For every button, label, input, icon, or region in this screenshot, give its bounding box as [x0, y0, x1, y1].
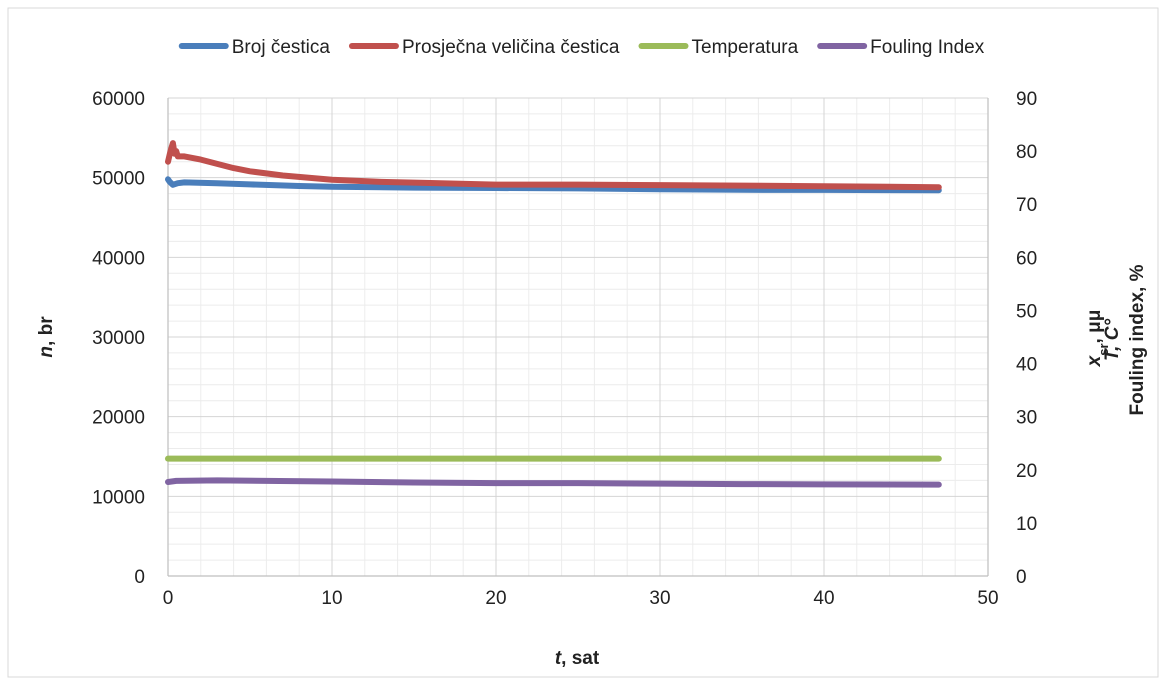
y-right-tick-label: 90 — [1016, 89, 1037, 110]
y-right-tick-label: 60 — [1016, 248, 1037, 269]
y-left-tick-label: 40000 — [92, 248, 145, 269]
legend-label: Broj čestica — [232, 37, 331, 58]
y-right-axis-title-line3: Fouling index, % — [1127, 264, 1148, 415]
y-right-tick-label: 0 — [1016, 567, 1027, 588]
y-right-axis-title-line2: T, C° — [1102, 319, 1123, 361]
legend[interactable]: Broj čestica Prosječna veličina čestica Te… — [178, 37, 985, 58]
legend-label: Prosječna veličina čestica — [402, 37, 620, 58]
y-left-tick-label: 50000 — [92, 169, 145, 190]
y-right-tick-label: 50 — [1016, 301, 1037, 322]
x-tick-label: 30 — [649, 588, 670, 609]
series-line-broj-cestica — [165, 176, 942, 194]
y-left-tick-label: 30000 — [92, 328, 145, 349]
x-tick-label: 0 — [163, 588, 174, 609]
y-right-tick-label: 10 — [1016, 514, 1037, 535]
x-tick-label: 20 — [485, 588, 506, 609]
axis-layer: 0 10 20 30 40 5001000020000300004000050000600… — [92, 89, 1037, 609]
series-line-fouling-index — [165, 477, 942, 488]
y-left-tick-label: 0 — [134, 567, 145, 588]
chart-frame — [7, 7, 1159, 678]
legend-label: Fouling Index — [870, 37, 985, 58]
series-layer — [165, 140, 942, 488]
legend-label: Temperatura — [692, 37, 799, 58]
series-line-prosjecna-velicina-cestica — [165, 140, 942, 191]
x-axis-title: t, sat — [555, 648, 600, 669]
y-left-tick-label: 10000 — [92, 487, 145, 508]
y-right-tick-label: 70 — [1016, 195, 1037, 216]
x-tick-label: 50 — [977, 588, 998, 609]
x-tick-label: 10 — [321, 588, 342, 609]
y-right-axis-title-line1: xsr, μμ — [1084, 310, 1111, 368]
y-right-tick-label: 30 — [1016, 408, 1037, 429]
y-right-tick-label: 80 — [1016, 142, 1037, 163]
y-right-tick-label: 40 — [1016, 355, 1037, 376]
x-tick-label: 40 — [813, 588, 834, 609]
y-left-tick-label: 20000 — [92, 408, 145, 429]
y-right-tick-label: 20 — [1016, 461, 1037, 482]
y-left-tick-label: 60000 — [92, 89, 145, 110]
y-left-axis-title: n, br — [36, 316, 57, 358]
